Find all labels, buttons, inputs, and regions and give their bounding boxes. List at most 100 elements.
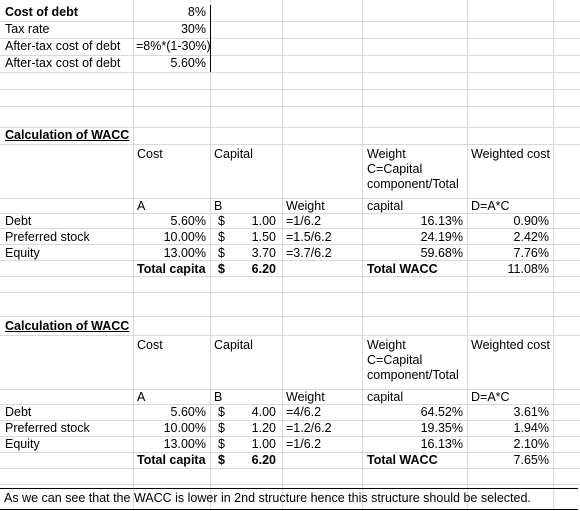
section-title[interactable]: Calculation of WACC <box>5 319 130 333</box>
header-weight-line4: capital <box>367 199 404 213</box>
header-a[interactable]: A <box>137 199 146 213</box>
row-weighted-cost[interactable]: 0.90% <box>513 214 549 228</box>
header-weight-line1[interactable]: Weight <box>367 147 406 161</box>
header-dac[interactable]: D=A*C <box>471 199 510 213</box>
header-weight-line3: component/Total <box>367 177 459 191</box>
row-weight[interactable]: 19.35% <box>420 421 463 435</box>
row-capital[interactable]: 1.20 <box>251 421 276 435</box>
after-tax-formula-label[interactable]: After-tax cost of debt <box>5 39 121 53</box>
header-capital[interactable]: Capital <box>214 338 253 352</box>
currency-symbol: $ <box>218 421 225 435</box>
header-weighted-cost[interactable]: Weighted cost <box>471 338 550 352</box>
total-wacc-label[interactable]: Total WACC <box>367 262 438 276</box>
row-weight-formula[interactable]: =1.5/6.2 <box>286 230 332 244</box>
currency-symbol: $ <box>218 214 225 228</box>
row-cost[interactable]: 5.60% <box>170 405 206 419</box>
gridline <box>0 316 580 317</box>
row-weighted-cost[interactable]: 1.94% <box>513 421 549 435</box>
header-capital[interactable]: Capital <box>214 147 253 161</box>
section-title[interactable]: Calculation of WACC <box>5 128 130 142</box>
gridline <box>0 436 580 437</box>
row-weight-formula[interactable]: =1/6.2 <box>286 214 322 228</box>
total-capital-label[interactable]: Total capita <box>137 453 206 467</box>
currency-symbol: $ <box>218 437 225 451</box>
row-weight[interactable]: 64.52% <box>420 405 463 419</box>
gridline <box>0 21 580 22</box>
total-wacc-label[interactable]: Total WACC <box>367 453 438 467</box>
row-capital[interactable]: 3.70 <box>251 246 276 260</box>
gridline <box>0 389 580 390</box>
header-weight-col[interactable]: Weight <box>286 199 325 213</box>
cost-of-debt-label[interactable]: Cost of debt <box>5 5 78 19</box>
currency-symbol: $ <box>218 230 225 244</box>
gridline <box>133 0 134 511</box>
row-label-debt[interactable]: Debt <box>5 214 32 228</box>
after-tax-formula-value[interactable]: =8%*(1-30%) <box>136 39 211 53</box>
after-tax-value[interactable]: 5.60% <box>170 56 206 70</box>
header-weighted-cost[interactable]: Weighted cost <box>471 147 550 161</box>
gridline <box>0 228 580 229</box>
gridline <box>0 89 580 90</box>
cost-of-debt-value[interactable]: 8% <box>187 5 206 19</box>
row-weight-formula[interactable]: =1.2/6.2 <box>286 421 332 435</box>
conclusion-text[interactable]: As we can see that the WACC is lower in … <box>4 491 531 505</box>
row-weight-formula[interactable]: =3.7/6.2 <box>286 246 332 260</box>
row-label-equity[interactable]: Equity <box>5 246 40 260</box>
row-label-preferred[interactable]: Preferred stock <box>5 421 90 435</box>
header-a[interactable]: A <box>137 390 146 404</box>
gridline <box>0 55 580 56</box>
row-weighted-cost[interactable]: 3.61% <box>513 405 549 419</box>
gridline <box>0 292 580 293</box>
gridline <box>0 452 580 453</box>
gridline <box>0 468 580 469</box>
row-capital[interactable]: 1.00 <box>251 214 276 228</box>
header-dac[interactable]: D=A*C <box>471 390 510 404</box>
total-wacc-value[interactable]: 7.65% <box>513 453 549 467</box>
row-weight-formula[interactable]: =4/6.2 <box>286 405 322 419</box>
row-weight[interactable]: 16.13% <box>420 437 463 451</box>
gridline <box>0 276 580 277</box>
gridline <box>467 0 468 511</box>
gridline <box>0 335 580 336</box>
total-capital-value[interactable]: 6.20 <box>251 262 276 276</box>
row-cost[interactable]: 10.00% <box>163 230 206 244</box>
row-cost[interactable]: 13.00% <box>163 437 206 451</box>
row-label-preferred[interactable]: Preferred stock <box>5 230 90 244</box>
header-cost[interactable]: Cost <box>137 147 163 161</box>
row-weighted-cost[interactable]: 7.76% <box>513 246 549 260</box>
header-b[interactable]: B <box>214 390 223 404</box>
row-weighted-cost[interactable]: 2.42% <box>513 230 549 244</box>
row-label-equity[interactable]: Equity <box>5 437 40 451</box>
row-weighted-cost[interactable]: 2.10% <box>513 437 549 451</box>
after-tax-label[interactable]: After-tax cost of debt <box>5 56 121 70</box>
row-cost[interactable]: 5.60% <box>170 214 206 228</box>
row-cost[interactable]: 10.00% <box>163 421 206 435</box>
row-weight-formula[interactable]: =1/6.2 <box>286 437 322 451</box>
tax-rate-label[interactable]: Tax rate <box>5 22 50 36</box>
header-weight-col[interactable]: Weight <box>286 390 325 404</box>
total-capital-value[interactable]: 6.20 <box>251 453 276 467</box>
row-label-debt[interactable]: Debt <box>5 405 32 419</box>
row-weight[interactable]: 16.13% <box>420 214 463 228</box>
total-capital-label[interactable]: Total capita <box>137 262 206 276</box>
input-block-border <box>0 5 211 72</box>
currency-symbol: $ <box>218 453 225 467</box>
row-cost[interactable]: 13.00% <box>163 246 206 260</box>
row-weight[interactable]: 24.19% <box>420 230 463 244</box>
gridline <box>0 127 580 128</box>
row-capital[interactable]: 4.00 <box>251 405 276 419</box>
row-weight[interactable]: 59.68% <box>420 246 463 260</box>
currency-symbol: $ <box>218 246 225 260</box>
header-weight-line2: C=Capital <box>367 353 423 367</box>
header-b[interactable]: B <box>214 199 223 213</box>
header-weight-line1[interactable]: Weight <box>367 338 406 352</box>
row-capital[interactable]: 1.00 <box>251 437 276 451</box>
row-capital[interactable]: 1.50 <box>251 230 276 244</box>
total-wacc-value[interactable]: 11.08% <box>507 262 549 276</box>
gridline <box>0 404 580 405</box>
header-cost[interactable]: Cost <box>137 338 163 352</box>
header-weight-line2: C=Capital <box>367 162 423 176</box>
tax-rate-value[interactable]: 30% <box>180 22 206 36</box>
header-weight-line3: component/Total <box>367 368 459 382</box>
